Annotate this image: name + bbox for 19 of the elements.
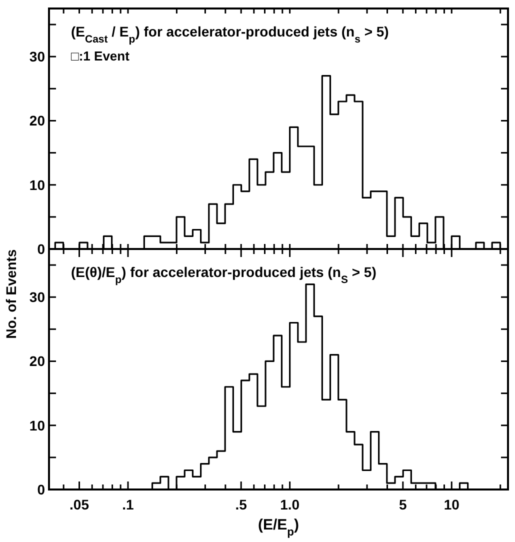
x-tick-label: 5 xyxy=(399,496,408,512)
y-tick-label: 30 xyxy=(29,289,46,306)
y-tick-label: 0 xyxy=(37,241,46,257)
x-tick-label: 10 xyxy=(444,496,460,512)
x-tick-label: .5 xyxy=(235,496,248,512)
y-tick-label: 0 xyxy=(37,482,46,498)
text: (E$_{Cast}$ / E$_{p}$) for accelerator-produced jets (n$_{s}$ > 5) xyxy=(71,24,389,46)
x-tick-label: .05 xyxy=(70,496,90,512)
y-tick-label: 20 xyxy=(29,112,46,129)
y-tick-label: 10 xyxy=(29,417,46,434)
y-tick-label: 30 xyxy=(29,48,46,65)
y-tick-label: 20 xyxy=(29,353,46,370)
y-axis-title: No. of Events xyxy=(3,249,19,339)
annotation: □:1 Event xyxy=(71,48,130,64)
x-tick-label: .1 xyxy=(122,496,134,512)
text: (E(θ)/E$_{p}$) for accelerator-produced jets (n$_{S}$ > 5) xyxy=(71,264,376,286)
x-axis-title: (E/E$_{p}$) xyxy=(258,516,300,538)
y-tick-label: 10 xyxy=(29,176,46,193)
x-tick-label: 1.0 xyxy=(280,496,300,512)
